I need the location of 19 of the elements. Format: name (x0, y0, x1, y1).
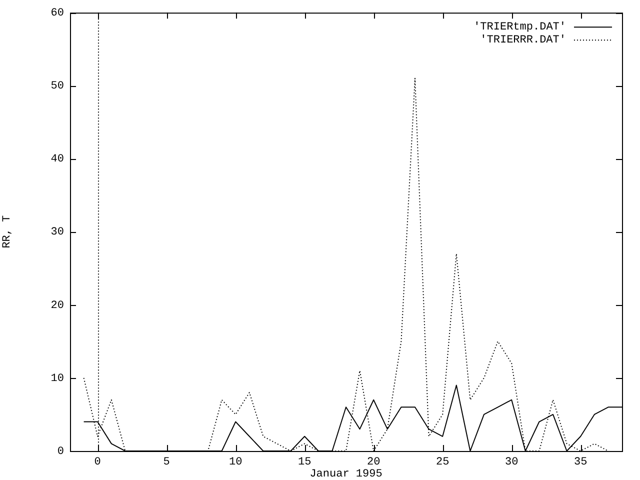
y-tick-label: 30 (50, 226, 64, 239)
x-tick-label: 35 (574, 456, 588, 469)
y-tick-label: 20 (50, 300, 64, 312)
x-tick-label: 10 (229, 456, 242, 469)
y-tick-label: 10 (50, 372, 64, 385)
x-tick-label: 15 (298, 456, 312, 469)
y-tick-label: 60 (50, 8, 64, 20)
y-tick-label: 0 (57, 446, 64, 458)
y-axis-title: RR, T (2, 214, 14, 248)
x-axis-title: Januar 1995 (310, 468, 382, 480)
x-tick-label: 5 (163, 456, 170, 469)
y-tick-label: 40 (50, 154, 64, 166)
x-tick-label: 25 (436, 456, 450, 469)
x-tick-label: 30 (505, 456, 518, 469)
y-tick-label: 50 (50, 80, 64, 93)
legend-label: 'TRIERtmp.DAT' (474, 22, 566, 34)
x-tick-label: 0 (94, 456, 101, 469)
x-tick-label: 20 (367, 456, 380, 469)
legend-label: 'TRIERRR.DAT' (480, 34, 566, 47)
